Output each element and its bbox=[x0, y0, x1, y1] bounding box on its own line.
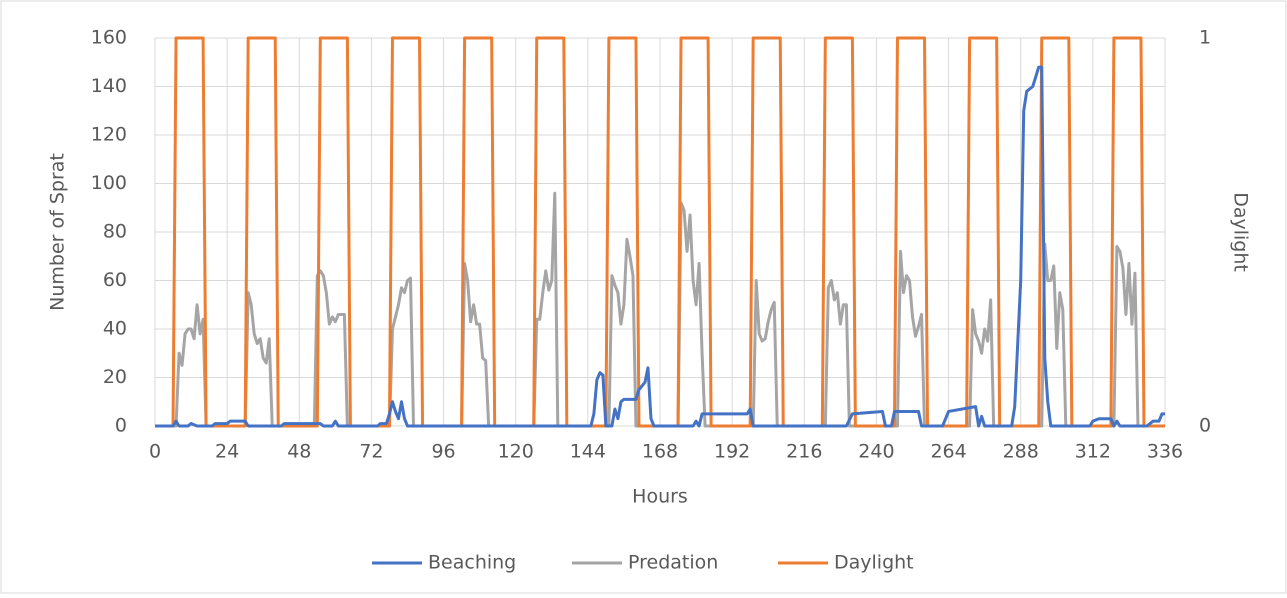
legend-label: Daylight bbox=[834, 552, 914, 574]
series-line bbox=[155, 191, 1165, 428]
x-tick-label: 24 bbox=[215, 441, 239, 463]
series-line bbox=[155, 65, 1165, 428]
y-tick-label: 120 bbox=[91, 124, 127, 146]
legend-label: Predation bbox=[628, 552, 718, 574]
y-axis-label: Number of Sprat bbox=[47, 153, 69, 311]
x-tick-label: 192 bbox=[714, 441, 750, 463]
y-tick-label: 80 bbox=[103, 221, 127, 243]
x-tick-label: 0 bbox=[149, 441, 161, 463]
y2-axis-label: Daylight bbox=[1230, 192, 1252, 272]
x-tick-label: 240 bbox=[858, 441, 894, 463]
legend-label: Beaching bbox=[428, 552, 516, 574]
x-tick-label: 336 bbox=[1147, 441, 1183, 463]
y-tick-label: 140 bbox=[91, 75, 127, 97]
x-tick-label: 72 bbox=[359, 441, 383, 463]
x-tick-label: 96 bbox=[431, 441, 455, 463]
x-tick-label: 264 bbox=[930, 441, 966, 463]
x-tick-label: 312 bbox=[1075, 441, 1111, 463]
y-tick-label: 60 bbox=[103, 269, 127, 291]
x-tick-label: 288 bbox=[1003, 441, 1039, 463]
y-tick-label: 100 bbox=[91, 172, 127, 194]
x-tick-label: 48 bbox=[287, 441, 311, 463]
x-tick-label: 144 bbox=[570, 441, 606, 463]
x-tick-label: 216 bbox=[786, 441, 822, 463]
y-tick-label: 20 bbox=[103, 366, 127, 388]
y-tick-label: 0 bbox=[115, 415, 127, 437]
y-tick-label: 40 bbox=[103, 318, 127, 340]
y-tick-label: 160 bbox=[91, 27, 127, 49]
y2-tick-label: 0 bbox=[1199, 415, 1211, 437]
y2-tick-label: 1 bbox=[1199, 27, 1211, 49]
x-tick-label: 168 bbox=[642, 441, 678, 463]
x-tick-label: 120 bbox=[498, 441, 534, 463]
x-axis-label: Hours bbox=[632, 486, 688, 508]
